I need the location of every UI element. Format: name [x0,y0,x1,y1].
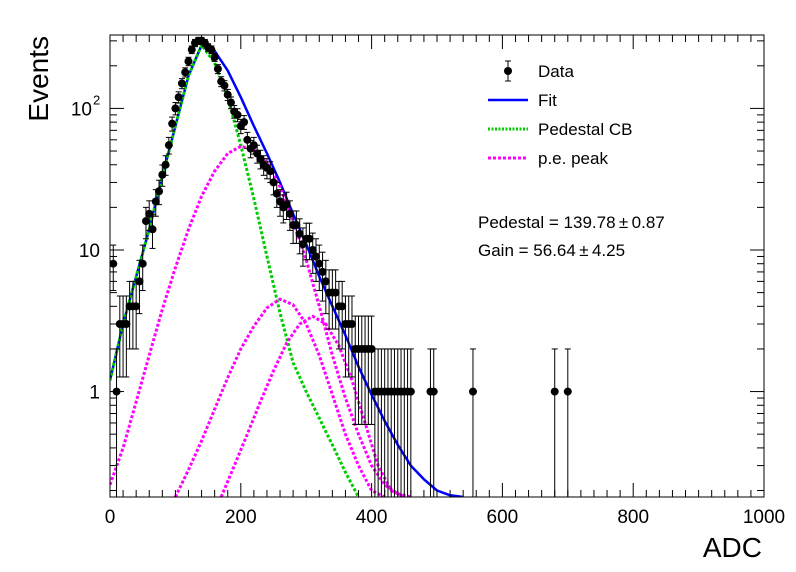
data-point [168,119,177,128]
data-point [141,217,150,226]
data-point [312,252,321,261]
data-point [184,57,193,66]
data-point [367,344,376,353]
data-point [249,141,258,150]
data-point [563,387,572,396]
data-point [295,229,304,238]
data-point [210,53,219,62]
x-tick-label: 200 [225,507,257,528]
pedestal-annotation: Pedestal = 139.78 ± 0.87 [478,213,665,232]
x-tick-label: 1000 [743,507,785,528]
data-point [233,110,242,119]
data-points [110,36,572,497]
data-point [315,259,324,268]
data-point [220,81,229,90]
legend-data-marker [504,67,512,75]
data-point [429,387,438,396]
data-point [243,135,252,144]
data-point [151,197,160,206]
pe-peak-curve [219,314,405,497]
x-tick-label: 600 [487,507,519,528]
legend-pedestal-label: Pedestal CB [538,120,633,139]
data-point [171,104,180,113]
data-point [282,200,291,209]
x-axis-label: ADC [703,532,762,563]
pedestal-cb-curve [110,43,360,497]
gain-annotation: Gain = 56.64 ± 4.25 [478,241,625,260]
data-point [550,387,559,396]
data-point [266,167,275,176]
data-point [226,98,235,107]
data-point [321,277,330,286]
data-point [318,267,327,276]
x-tick-label: 0 [105,507,116,528]
y-axis-label: Events [23,36,54,122]
data-point [269,178,278,187]
data-point [276,197,285,206]
data-point [132,302,141,311]
data-point [145,209,154,218]
data-point [181,68,190,77]
data-point [272,189,281,198]
data-point [256,154,265,163]
y-tick-label: 10 [79,241,100,262]
data-point [308,245,317,254]
y-tick-label: 10 [71,99,92,120]
data-point [406,387,415,396]
data-point [177,79,186,88]
data-point [138,259,147,268]
data-point [331,288,340,297]
data-point [338,302,347,311]
data-point [347,320,356,329]
x-tick-label: 400 [356,507,388,528]
x-tick-label: 800 [617,507,649,528]
data-point [148,225,157,234]
legend-fit-label: Fit [538,91,557,110]
data-point [155,187,164,196]
y-tick-label-exponent: 2 [93,92,100,107]
data-point [187,45,196,54]
legend-pe-label: p.e. peak [538,149,608,168]
legend-data-label: Data [538,62,574,81]
data-point [135,277,144,286]
data-point [240,118,249,127]
data-point [164,141,173,150]
pe-peak-curve [174,297,386,497]
data-point [468,387,477,396]
data-point [161,160,170,169]
data-point [305,234,314,243]
data-point [285,209,294,218]
data-point [122,320,131,329]
data-point [213,64,222,73]
x-axis: 0 200 400 600 800 1000 [105,35,785,528]
data-point [158,170,167,179]
data-point [174,93,183,102]
legend: Data Fit Pedestal CB p.e. peak [488,60,633,168]
data-point [292,221,301,230]
y-tick-label: 1 [89,383,100,404]
data-point [207,45,216,54]
